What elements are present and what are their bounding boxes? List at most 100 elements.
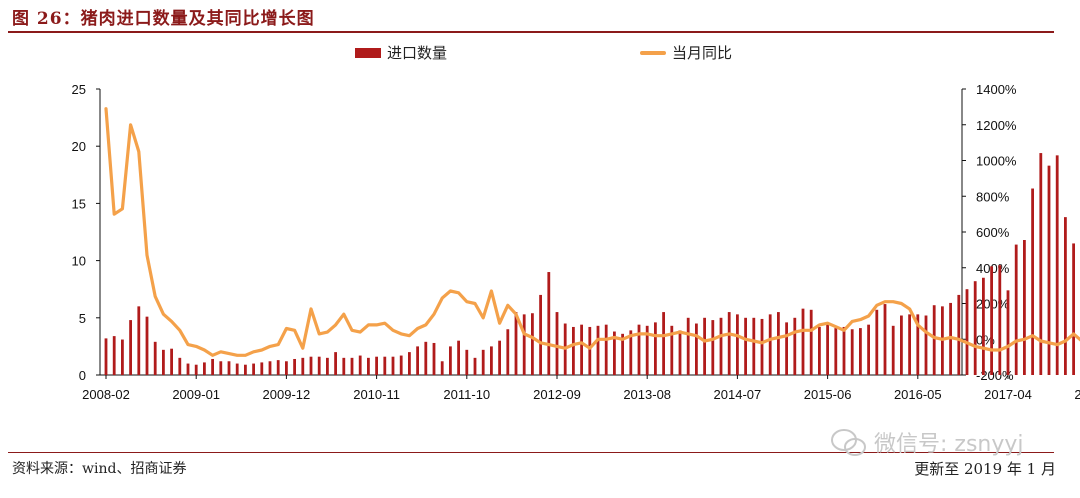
- bar: [194, 364, 198, 375]
- bar: [637, 324, 641, 375]
- bar: [1064, 217, 1067, 375]
- bar: [621, 333, 624, 375]
- x-tick-label: 2015-06: [804, 387, 852, 402]
- bar: [342, 357, 346, 375]
- bar: [531, 313, 534, 375]
- bar: [1014, 244, 1018, 375]
- chart-title: 图 26：猪肉进口数量及其同比增长图: [12, 9, 315, 29]
- bar: [375, 356, 378, 375]
- bar: [645, 325, 649, 375]
- legend-label-bar: 进口数量: [387, 44, 448, 62]
- bar: [1039, 153, 1043, 375]
- bar: [768, 314, 772, 375]
- bar: [908, 314, 911, 375]
- bar: [244, 364, 247, 375]
- bar: [982, 277, 985, 375]
- bar: [629, 330, 633, 375]
- bar: [203, 362, 206, 375]
- bar: [416, 346, 419, 375]
- bar: [809, 309, 813, 375]
- y-left-tick-label: 25: [72, 82, 86, 97]
- bar: [424, 341, 428, 375]
- bar: [326, 357, 329, 375]
- bar: [383, 356, 387, 375]
- legend-label-line: 当月同比: [672, 44, 733, 62]
- x-tick-label: 2018-03: [1074, 387, 1080, 402]
- bar: [588, 326, 592, 375]
- y-right-tick-label: 1000%: [976, 154, 1017, 169]
- bar: [670, 325, 674, 375]
- bar: [170, 348, 173, 375]
- bar: [358, 355, 362, 375]
- x-tick-label: 2009-01: [172, 387, 220, 402]
- bar: [662, 312, 665, 375]
- bar: [408, 352, 411, 375]
- bars-layer: [104, 153, 1075, 375]
- bar: [235, 363, 239, 375]
- bar: [162, 349, 165, 375]
- bar: [186, 363, 190, 375]
- bar: [268, 361, 272, 375]
- bar: [842, 326, 846, 375]
- y-left-tick-label: 0: [79, 368, 86, 383]
- bar: [391, 356, 395, 375]
- bar: [350, 357, 354, 375]
- x-tick-label: 2016-05: [894, 387, 942, 402]
- bar: [301, 357, 305, 375]
- y-right-tick-label: 600%: [976, 225, 1010, 240]
- bar: [785, 322, 788, 375]
- bar: [752, 317, 756, 375]
- bar: [367, 357, 370, 375]
- bar: [580, 324, 583, 375]
- bar: [309, 356, 313, 375]
- axes-layer: 0510152025-200%0%200%400%600%800%1000%12…: [72, 82, 1080, 402]
- x-tick-label: 2013-08: [623, 387, 671, 402]
- bar: [850, 329, 854, 375]
- source-note: 资料来源：wind、招商证券: [12, 461, 187, 477]
- bar: [875, 309, 879, 375]
- bar: [498, 340, 501, 375]
- bar: [572, 326, 575, 375]
- bar: [481, 349, 485, 375]
- y-left-tick-label: 10: [72, 254, 86, 269]
- y-right-tick-label: 1200%: [976, 118, 1017, 133]
- bar: [399, 355, 403, 375]
- bar: [1031, 188, 1034, 375]
- bar: [465, 349, 469, 375]
- bar: [859, 328, 862, 375]
- bar: [924, 315, 928, 375]
- bar: [916, 314, 920, 375]
- y-right-tick-label: 800%: [976, 189, 1010, 204]
- bar: [801, 308, 805, 375]
- bar: [440, 361, 444, 375]
- bar: [449, 346, 452, 375]
- x-tick-label: 2009-12: [263, 387, 311, 402]
- bar: [826, 323, 829, 375]
- bar: [121, 339, 124, 375]
- bar: [727, 312, 731, 375]
- update-note: 更新至 2019 年 1 月: [914, 460, 1056, 478]
- bar: [793, 317, 797, 375]
- yoy-line: [104, 107, 1080, 357]
- bar: [957, 294, 961, 375]
- bar: [760, 318, 764, 375]
- bar: [555, 312, 559, 375]
- bar: [522, 314, 526, 375]
- bar: [711, 320, 715, 375]
- footer-rule: [8, 452, 1054, 453]
- bar: [777, 312, 780, 375]
- bar: [891, 325, 895, 375]
- bar: [276, 360, 280, 375]
- bar: [703, 317, 706, 375]
- bar: [293, 358, 296, 375]
- line-layer: [104, 107, 1080, 357]
- bar: [818, 326, 821, 375]
- bar: [227, 361, 231, 375]
- x-tick-label: 2017-04: [984, 387, 1032, 402]
- x-tick-label: 2010-11: [353, 387, 400, 402]
- bar: [432, 342, 436, 375]
- bar: [252, 363, 255, 375]
- bar: [112, 336, 116, 375]
- y-left-tick-label: 15: [72, 196, 86, 211]
